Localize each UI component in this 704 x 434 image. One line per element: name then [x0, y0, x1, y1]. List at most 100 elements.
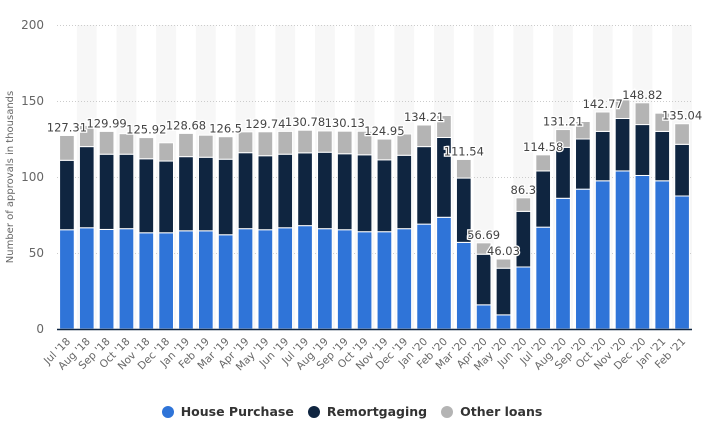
bar-house-purchase[interactable]	[515, 266, 532, 330]
bar-other-loans[interactable]	[217, 136, 234, 160]
bar-house-purchase[interactable]	[257, 229, 274, 330]
bar-remortgaging[interactable]	[178, 156, 194, 232]
bar-other-loans[interactable]	[654, 112, 671, 132]
bar-house-purchase[interactable]	[416, 223, 432, 330]
bar-other-loans[interactable]	[178, 132, 194, 158]
bar-house-purchase[interactable]	[59, 229, 75, 330]
bar-other-loans[interactable]	[396, 133, 413, 156]
bar-remortgaging[interactable]	[297, 152, 313, 227]
bar-other-loans[interactable]	[475, 242, 492, 255]
bar-remortgaging[interactable]	[634, 124, 651, 176]
bar-house-purchase[interactable]	[575, 188, 591, 330]
bar-other-loans[interactable]	[297, 129, 313, 154]
bar-other-loans[interactable]	[634, 102, 651, 126]
bar-remortgaging[interactable]	[336, 153, 353, 231]
bar-remortgaging[interactable]	[197, 156, 214, 232]
bar-other-loans[interactable]	[535, 154, 552, 172]
bar-other-loans[interactable]	[197, 134, 214, 158]
bar-remortgaging[interactable]	[237, 152, 254, 230]
bar-remortgaging[interactable]	[257, 155, 274, 231]
bar-house-purchase[interactable]	[178, 230, 194, 330]
bar-other-loans[interactable]	[158, 142, 174, 162]
bar-remortgaging[interactable]	[416, 146, 432, 225]
bar-house-purchase[interactable]	[78, 227, 95, 330]
bar-other-loans[interactable]	[495, 258, 512, 269]
bar-house-purchase[interactable]	[594, 180, 611, 330]
bar-other-loans[interactable]	[277, 130, 294, 155]
bar-remortgaging[interactable]	[217, 158, 234, 236]
bar-other-loans[interactable]	[356, 130, 373, 156]
bar-remortgaging[interactable]	[138, 158, 155, 234]
bar-other-loans[interactable]	[515, 197, 532, 212]
bar-remortgaging[interactable]	[59, 159, 75, 231]
bar-house-purchase[interactable]	[614, 170, 631, 330]
bar-remortgaging[interactable]	[614, 117, 631, 172]
bar-other-loans[interactable]	[59, 134, 75, 161]
bar-house-purchase[interactable]	[674, 195, 690, 330]
data-label: 135.04	[662, 109, 702, 123]
bar-other-loans[interactable]	[614, 99, 631, 119]
bar-other-loans[interactable]	[138, 137, 155, 160]
bar-remortgaging[interactable]	[535, 170, 552, 228]
bar-house-purchase[interactable]	[535, 226, 552, 330]
bar-remortgaging[interactable]	[376, 159, 393, 233]
bar-other-loans[interactable]	[237, 131, 254, 154]
bar-house-purchase[interactable]	[217, 234, 234, 330]
bar-other-loans[interactable]	[336, 130, 353, 155]
legend-item-remortgaging[interactable]: Remortgaging	[307, 404, 427, 419]
bar-other-loans[interactable]	[376, 138, 393, 161]
bar-remortgaging[interactable]	[277, 153, 294, 229]
bar-house-purchase[interactable]	[376, 231, 393, 330]
bar-house-purchase[interactable]	[555, 197, 571, 330]
legend-item-house-purchase[interactable]: House Purchase	[161, 404, 294, 419]
bar-other-loans[interactable]	[575, 121, 591, 140]
data-label: 148.82	[622, 88, 662, 102]
bar-remortgaging[interactable]	[396, 154, 413, 230]
bar-remortgaging[interactable]	[575, 138, 591, 190]
bar-other-loans[interactable]	[257, 131, 274, 157]
bar-house-purchase[interactable]	[197, 230, 214, 330]
bar-other-loans[interactable]	[118, 133, 135, 155]
bar-house-purchase[interactable]	[475, 304, 492, 330]
bar-other-loans[interactable]	[98, 130, 115, 155]
bar-remortgaging[interactable]	[118, 153, 135, 230]
y-tick-label: 200	[21, 18, 44, 32]
bar-other-loans[interactable]	[455, 158, 472, 179]
bar-other-loans[interactable]	[436, 114, 452, 138]
bar-other-loans[interactable]	[78, 124, 95, 148]
bar-house-purchase[interactable]	[455, 241, 472, 330]
bar-remortgaging[interactable]	[475, 253, 492, 306]
bar-remortgaging[interactable]	[356, 154, 373, 233]
bar-house-purchase[interactable]	[138, 232, 155, 330]
bar-house-purchase[interactable]	[495, 314, 512, 330]
bar-house-purchase[interactable]	[436, 216, 452, 330]
bar-remortgaging[interactable]	[674, 143, 690, 197]
bar-house-purchase[interactable]	[98, 228, 115, 330]
bar-house-purchase[interactable]	[237, 228, 254, 330]
bar-remortgaging[interactable]	[555, 146, 571, 199]
bar-remortgaging[interactable]	[654, 130, 671, 182]
bar-other-loans[interactable]	[594, 111, 611, 132]
legend-item-other-loans[interactable]: Other loans	[441, 404, 542, 419]
bar-house-purchase[interactable]	[356, 231, 373, 330]
bar-other-loans[interactable]	[674, 123, 690, 145]
bar-house-purchase[interactable]	[336, 229, 353, 330]
bar-remortgaging[interactable]	[98, 153, 115, 230]
bar-remortgaging[interactable]	[594, 130, 611, 182]
bar-house-purchase[interactable]	[158, 232, 174, 330]
bar-house-purchase[interactable]	[396, 228, 413, 330]
bar-house-purchase[interactable]	[118, 228, 135, 330]
bar-house-purchase[interactable]	[277, 227, 294, 330]
bar-house-purchase[interactable]	[654, 180, 671, 330]
bar-remortgaging[interactable]	[515, 210, 532, 268]
bar-other-loans[interactable]	[416, 124, 432, 148]
bar-remortgaging[interactable]	[317, 151, 333, 230]
bar-house-purchase[interactable]	[634, 174, 651, 330]
bar-remortgaging[interactable]	[158, 160, 174, 234]
bar-house-purchase[interactable]	[297, 225, 313, 330]
bar-other-loans[interactable]	[555, 129, 571, 148]
bar-remortgaging[interactable]	[78, 146, 95, 229]
bar-remortgaging[interactable]	[495, 267, 512, 316]
bar-other-loans[interactable]	[317, 130, 333, 153]
bar-house-purchase[interactable]	[317, 228, 333, 330]
